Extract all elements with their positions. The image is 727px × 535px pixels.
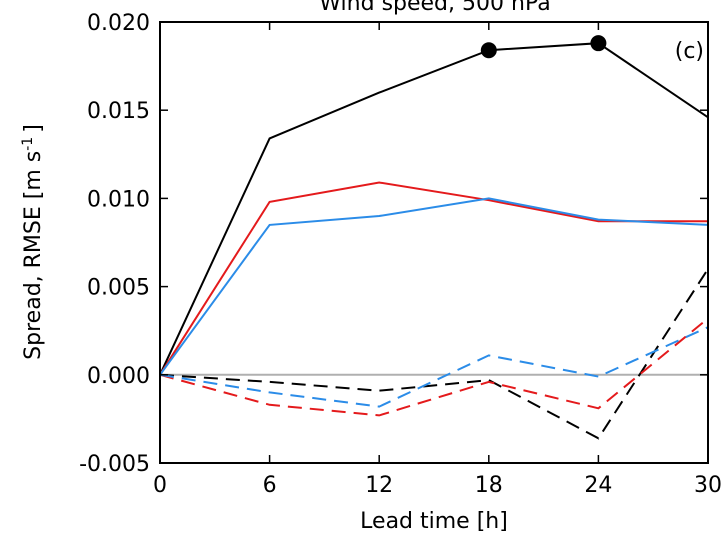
chart-title: Wind speed, 500 hPa: [319, 0, 550, 16]
y-axis-title: Spread, RMSE [m s-1]: [20, 124, 46, 360]
panel-label: (c): [675, 39, 704, 64]
x-tick-label: 0: [153, 473, 167, 498]
x-tick-label: 24: [584, 473, 612, 498]
y-axis-title-main: Spread, RMSE [m s: [21, 151, 46, 360]
y-tick-label: 0.015: [87, 99, 150, 124]
series-marker-1-4: [590, 35, 607, 52]
series-line-5: [159, 317, 709, 417]
y-tick-label: 0.000: [87, 364, 150, 389]
x-tick-label: 12: [365, 473, 393, 498]
y-tick-label: 0.020: [87, 11, 150, 36]
y-tick-label: 0.005: [87, 276, 150, 301]
x-tick-label: 6: [263, 473, 277, 498]
plot-frame: [159, 21, 709, 464]
series-line-2: [159, 181, 708, 376]
series-line-1: [159, 42, 709, 376]
x-tick-label: 18: [475, 473, 503, 498]
series-marker-1-3: [480, 42, 497, 59]
series-layer: [159, 35, 709, 440]
y-axis-title-end: ]: [21, 124, 46, 133]
y-tick-label: -0.005: [79, 452, 150, 477]
series-line-4: [159, 268, 709, 440]
ticks-layer: 0 6 12 18 24 30 -0.005 0.000 0.005 0.010 0.015 0.02…: [79, 11, 722, 498]
y-axis-title-superscript: -1: [20, 137, 36, 151]
series-line-3: [159, 197, 709, 376]
series-line-6: [159, 326, 709, 408]
x-axis-title: Lead time [h]: [360, 509, 508, 534]
y-tick-label: 0.010: [87, 187, 150, 212]
x-tick-label: 30: [694, 473, 722, 498]
